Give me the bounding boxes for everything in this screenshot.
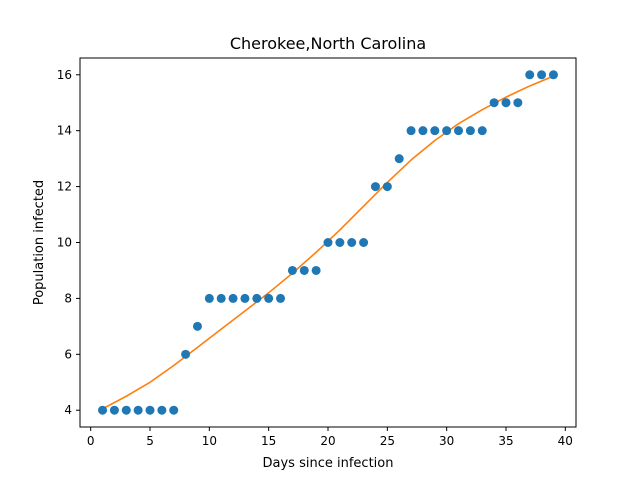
- data-point: [442, 126, 452, 136]
- data-point: [465, 126, 475, 136]
- x-tick-label: 5: [146, 434, 154, 448]
- data-point: [430, 126, 440, 136]
- x-tick-label: 20: [320, 434, 335, 448]
- plot-area: [98, 70, 558, 415]
- chart-title: Cherokee,North Carolina: [230, 34, 426, 53]
- data-point: [347, 238, 357, 247]
- axis-ticks: 0 5 10 15 20 25 30 35 40 4 6 8 10 12 14 16: [57, 68, 573, 448]
- y-axis-label: Population infected: [32, 180, 47, 305]
- data-point: [109, 405, 119, 415]
- data-point: [133, 405, 143, 415]
- data-point: [287, 265, 297, 275]
- data-point: [169, 405, 179, 415]
- x-tick-label: 0: [87, 434, 95, 448]
- data-point: [548, 70, 558, 80]
- data-point: [370, 182, 380, 192]
- data-point: [276, 293, 286, 303]
- data-point: [204, 293, 214, 303]
- y-tick-label: 14: [57, 124, 72, 138]
- data-point: [264, 293, 274, 303]
- data-point: [252, 293, 262, 303]
- x-tick-label: 15: [261, 434, 276, 448]
- data-point: [228, 293, 238, 303]
- data-point: [382, 182, 392, 192]
- x-tick-label: 10: [202, 434, 217, 448]
- data-point: [477, 126, 487, 136]
- data-point: [121, 405, 131, 415]
- data-point: [192, 321, 202, 331]
- data-point: [525, 70, 535, 80]
- y-tick-label: 4: [64, 403, 72, 417]
- data-point: [240, 293, 250, 303]
- x-tick-label: 40: [558, 434, 573, 448]
- data-point: [216, 293, 226, 303]
- data-point: [489, 98, 499, 108]
- data-point: [359, 238, 369, 247]
- y-tick-label: 16: [57, 68, 72, 82]
- y-tick-label: 10: [57, 236, 72, 250]
- data-point: [98, 405, 108, 415]
- x-tick-label: 25: [380, 434, 395, 448]
- data-point: [181, 349, 191, 359]
- x-axis-label: Days since infection: [263, 456, 394, 471]
- data-point: [157, 405, 167, 415]
- data-point: [406, 126, 416, 136]
- data-point: [145, 405, 155, 415]
- data-point: [454, 126, 464, 136]
- x-tick-label: 30: [439, 434, 454, 448]
- y-tick-label: 12: [57, 180, 72, 194]
- data-point: [513, 98, 523, 108]
- data-point: [418, 126, 428, 136]
- data-point: [323, 238, 333, 247]
- data-point: [501, 98, 511, 108]
- y-tick-label: 6: [64, 347, 72, 361]
- x-tick-label: 35: [498, 434, 513, 448]
- data-point: [299, 265, 309, 275]
- data-point: [335, 238, 345, 247]
- axes-frame: [79, 57, 577, 428]
- data-point: [537, 70, 547, 80]
- y-tick-label: 8: [64, 291, 72, 305]
- data-point: [311, 265, 321, 275]
- data-point: [394, 154, 404, 164]
